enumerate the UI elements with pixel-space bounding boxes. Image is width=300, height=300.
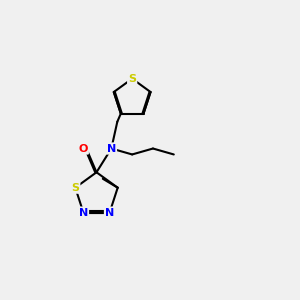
Text: O: O [78, 143, 88, 154]
Text: N: N [105, 208, 114, 218]
Text: S: S [128, 74, 136, 84]
Text: N: N [107, 143, 116, 154]
Text: N: N [79, 208, 88, 218]
Text: S: S [71, 183, 79, 193]
